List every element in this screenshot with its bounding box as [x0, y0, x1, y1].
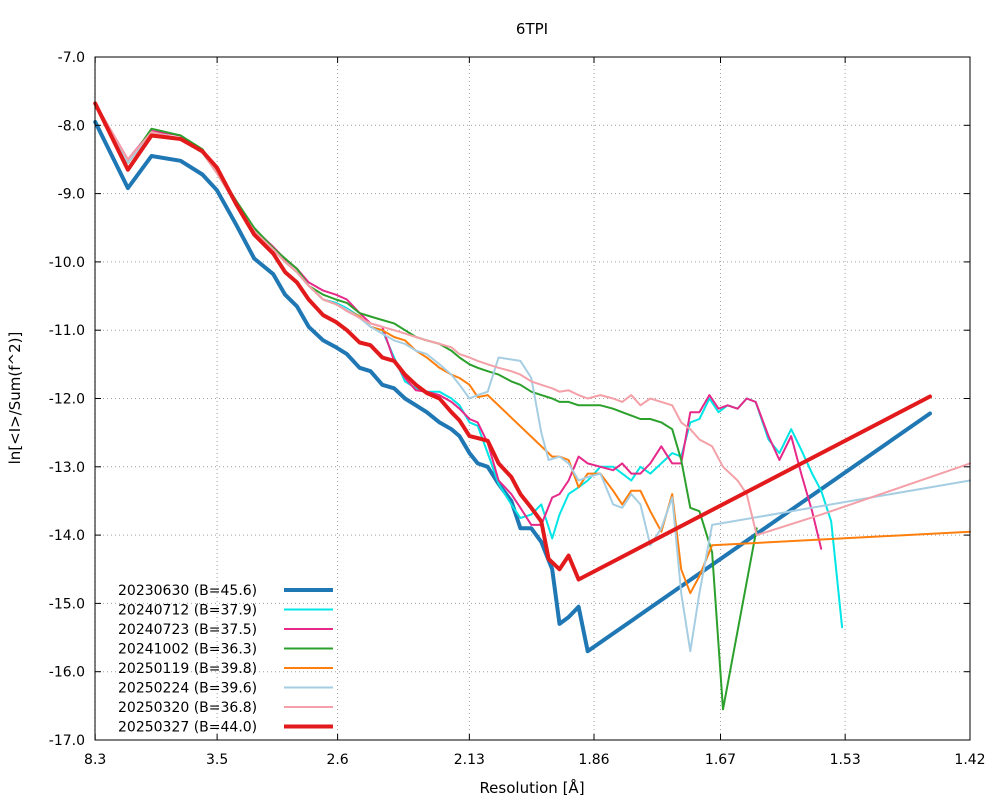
y-tick-label: -16.0 — [49, 665, 85, 681]
y-tick-label: -13.0 — [49, 460, 85, 476]
x-tick-label: 1.67 — [705, 752, 736, 768]
series-line-20250327 — [93, 101, 932, 582]
legend: 20230630 (B=45.6) 20240712 (B=37.9) 202407… — [118, 583, 333, 736]
x-tick-label: 8.3 — [84, 752, 106, 768]
tick-layer: 8.3 3.5 2.6 2.13 1.86 1.67 1.53 1.42 -7.0 -8.0 -9.… — [49, 50, 986, 768]
series-layer — [93, 101, 971, 711]
x-tick-label: 1.86 — [578, 752, 609, 768]
x-tick-label: 1.53 — [830, 752, 861, 768]
y-axis-label: ln[<I>/Sum(f^2)] — [6, 332, 24, 465]
legend-entry-label: 20250224 (B=39.6) — [118, 681, 257, 697]
x-tick-label: 1.42 — [954, 752, 985, 768]
y-tick-label: -17.0 — [49, 733, 85, 749]
series-line-20240712 — [94, 103, 844, 629]
x-axis-label: Resolution [Å] — [479, 778, 584, 797]
legend-entry-label: 20240723 (B=37.5) — [118, 622, 257, 638]
series-line-20250119 — [94, 102, 971, 595]
y-tick-label: -15.0 — [49, 596, 85, 612]
series-line-20241002 — [94, 102, 758, 711]
series-line-20250320 — [94, 102, 971, 537]
y-tick-label: -8.0 — [58, 118, 85, 134]
y-tick-label: -14.0 — [49, 528, 85, 544]
legend-entry-label: 20250327 (B=44.0) — [118, 720, 257, 736]
y-tick-label: -11.0 — [49, 323, 85, 339]
series-line-20240723 — [94, 102, 823, 550]
legend-entry-label: 20240712 (B=37.9) — [118, 603, 257, 619]
y-tick-label: -10.0 — [49, 255, 85, 271]
y-tick-label: -12.0 — [49, 392, 85, 408]
x-tick-label: 3.5 — [206, 752, 228, 768]
legend-entry-label: 20230630 (B=45.6) — [118, 583, 257, 599]
legend-entry-label: 20250320 (B=36.8) — [118, 700, 257, 716]
series-line-20230630 — [93, 119, 932, 654]
legend-entry-label: 20250119 (B=39.8) — [118, 661, 257, 677]
y-tick-label: -7.0 — [58, 50, 85, 66]
x-tick-label: 2.13 — [454, 752, 485, 768]
legend-entry-label: 20241002 (B=36.3) — [118, 642, 257, 658]
x-tick-label: 2.6 — [326, 752, 348, 768]
chart-title: 6TPI — [516, 20, 548, 38]
y-tick-label: -9.0 — [58, 187, 85, 203]
